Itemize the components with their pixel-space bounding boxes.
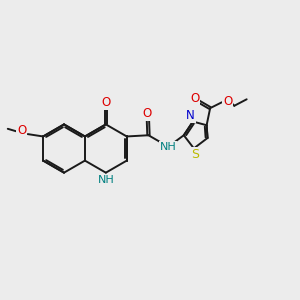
Text: O: O — [143, 107, 152, 120]
Text: NH: NH — [160, 142, 176, 152]
Text: O: O — [17, 124, 26, 137]
Text: NH: NH — [98, 175, 115, 185]
Text: S: S — [191, 148, 199, 161]
Text: O: O — [190, 92, 200, 105]
Text: N: N — [186, 110, 195, 122]
Text: O: O — [223, 94, 232, 108]
Text: O: O — [101, 96, 110, 110]
